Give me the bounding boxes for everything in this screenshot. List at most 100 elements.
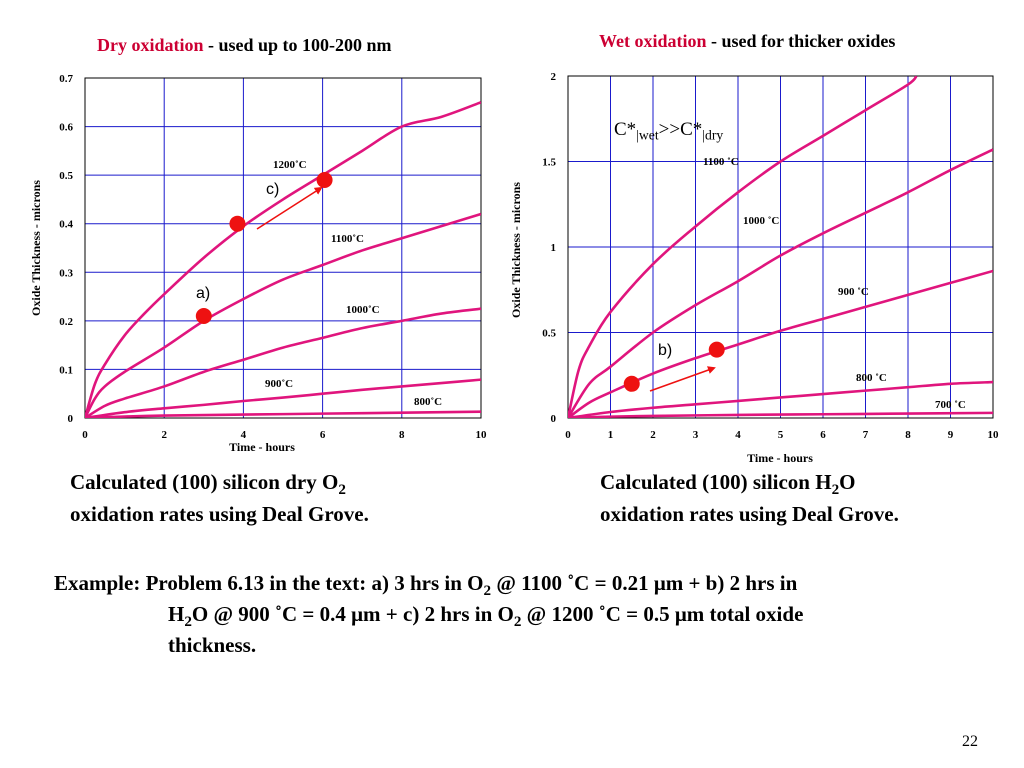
dry-y-tick-label: 0.2 xyxy=(59,316,73,328)
wet-caption-line2: oxidation rates using Deal Grove. xyxy=(600,502,899,526)
wet-y-tick-label: 1.5 xyxy=(542,157,556,169)
wet-marker-label: b) xyxy=(658,342,672,359)
wet-caption-sub: 2 xyxy=(831,481,840,498)
wet-y-axis-label: Oxide Thickness - microns xyxy=(509,182,523,318)
dry-y-tick-label: 0.6 xyxy=(59,122,73,134)
dry-x-tick-label: 4 xyxy=(241,429,247,441)
wet-x-tick-label: 3 xyxy=(693,429,699,441)
wet-title-accent: Wet oxidation xyxy=(599,31,707,51)
dry-marker-label: a) xyxy=(196,285,210,302)
wet-chart-title: Wet oxidation - used for thicker oxides xyxy=(599,31,895,52)
wet-series-line-1 xyxy=(568,148,993,418)
example-p1: Example: Problem 6.13 in the text: a) 3 … xyxy=(54,571,484,595)
wet-x-axis-label: Time - hours xyxy=(747,451,813,465)
wet-y-tick-label: 0 xyxy=(551,413,557,425)
dry-title-rest: - used up to 100-200 nm xyxy=(203,35,392,55)
wet-series-label: 900 ˚C xyxy=(838,286,869,298)
wet-x-tick-label: 4 xyxy=(735,429,741,441)
dry-x-tick-label: 8 xyxy=(399,429,405,441)
dry-marker-point xyxy=(195,308,212,324)
dry-x-tick-label: 2 xyxy=(161,429,167,441)
note-c-star: C* xyxy=(614,119,637,140)
wet-marker-point xyxy=(708,341,725,358)
dry-series-label: 900˚C xyxy=(265,378,293,390)
dry-y-tick-label: 0.3 xyxy=(59,267,73,279)
dry-chart-title: Dry oxidation - used up to 100-200 nm xyxy=(97,35,392,56)
dry-arrow xyxy=(256,186,323,230)
example-s1: 2 xyxy=(483,582,492,599)
wet-y-tick-label: 1 xyxy=(551,242,557,254)
wet-arrow xyxy=(649,366,716,392)
dry-marker-point xyxy=(316,172,333,188)
dry-caption-line2: oxidation rates using Deal Grove. xyxy=(70,502,369,526)
wet-series-label: 800 ˚C xyxy=(856,372,887,384)
wet-series-label: 1100 ˚C xyxy=(703,156,739,168)
dry-y-axis-label: Oxide Thickness - microns xyxy=(29,180,43,316)
page-number: 22 xyxy=(962,733,978,750)
dry-plot-frame xyxy=(84,77,482,419)
wet-series-line-4 xyxy=(568,411,993,418)
dry-caption-line1: Calculated (100) silicon dry O2 xyxy=(70,466,369,498)
wet-caption: Calculated (100) silicon H2O oxidation r… xyxy=(600,466,899,530)
wet-caption-post: O xyxy=(839,470,856,494)
wet-y-tick-label: 0.5 xyxy=(542,328,556,340)
example-line-2: H2O @ 900 ˚C = 0.4 μm + c) 2 hrs in O2 @… xyxy=(54,599,994,630)
note-sub-wet: |wet xyxy=(636,127,659,143)
wet-series-line-3 xyxy=(568,380,993,418)
wet-x-tick-label: 0 xyxy=(565,429,571,441)
example-p5: @ 1200 ˚C = 0.5 μm total oxide xyxy=(521,602,804,626)
wet-caption-pre: Calculated (100) silicon H xyxy=(600,470,832,494)
dry-y-tick-label: 0.5 xyxy=(59,170,73,182)
dry-caption-pre: Calculated (100) silicon dry O xyxy=(70,470,339,494)
wet-series-label: 700 ˚C xyxy=(935,399,966,411)
wet-series-line-0 xyxy=(568,76,918,418)
wet-oxidation-chart: 0 1 2 3 4 5 6 7 8 9 10 0 0.5 1 1.5 2 Time - hours Oxide T… xyxy=(509,71,999,465)
wet-x-tick-label: 5 xyxy=(778,429,784,441)
dry-oxidation-chart: 0 2 4 6 8 10 0 0.1 0.2 0.3 0.4 0.5 0.6 0.7 Time - hour… xyxy=(29,73,487,454)
wet-x-tick-label: 1 xyxy=(608,429,614,441)
wet-series-line-2 xyxy=(568,269,993,418)
example-p2: @ 1100 ˚C = 0.21 μm + b) 2 hrs in xyxy=(491,571,798,595)
wet-y-tick-label: 2 xyxy=(551,71,557,83)
wet-x-tick-label: 9 xyxy=(948,429,954,441)
note-mid: >>C* xyxy=(658,119,703,140)
example-s3: 2 xyxy=(513,613,522,630)
dry-series-label: 1200˚C xyxy=(273,159,307,171)
dry-marker-point xyxy=(229,215,246,232)
wet-series-label: 1000 ˚C xyxy=(743,215,779,227)
dry-series-label: 800˚C xyxy=(414,396,442,408)
dry-marker-label: c) xyxy=(266,181,279,198)
dry-y-tick-label: 0.1 xyxy=(59,364,73,376)
dry-series-line-2 xyxy=(85,307,481,418)
dry-caption-sub: 2 xyxy=(338,481,346,498)
note-sub-dry: |dry xyxy=(702,127,724,143)
wet-x-tick-label: 8 xyxy=(905,429,911,441)
dry-series-label: 1100˚C xyxy=(331,233,364,245)
wet-x-tick-label: 2 xyxy=(650,429,656,441)
wet-x-tick-label: 6 xyxy=(820,429,826,441)
dry-x-tick-label: 0 xyxy=(82,429,88,441)
example-problem: Example: Problem 6.13 in the text: a) 3 … xyxy=(54,568,994,661)
dry-y-tick-label: 0.4 xyxy=(59,219,73,231)
example-line-1: Example: Problem 6.13 in the text: a) 3 … xyxy=(54,568,994,599)
dry-series-line-4 xyxy=(85,410,481,418)
dry-caption: Calculated (100) silicon dry O2 oxidatio… xyxy=(70,466,369,530)
dry-x-tick-label: 6 xyxy=(320,429,326,441)
wet-ratio-note: C*|wet>>C*|dry xyxy=(614,119,724,143)
wet-x-tick-label: 7 xyxy=(863,429,869,441)
dry-series-label: 1000˚C xyxy=(346,304,380,316)
dry-title-accent: Dry oxidation xyxy=(97,35,204,55)
wet-caption-line1: Calculated (100) silicon H2O xyxy=(600,466,899,498)
dry-y-tick-label: 0.7 xyxy=(59,73,73,85)
wet-plot-frame xyxy=(567,75,994,419)
example-p4: O @ 900 ˚C = 0.4 μm + c) 2 hrs in O xyxy=(191,602,514,626)
dry-x-tick-label: 10 xyxy=(476,429,488,441)
example-p3: H xyxy=(168,602,185,626)
example-s2: 2 xyxy=(184,613,192,630)
dry-series-line-0 xyxy=(85,101,481,418)
wet-marker-point xyxy=(623,375,640,392)
dry-series-line-3 xyxy=(85,378,481,418)
example-line-3: thickness. xyxy=(168,633,257,657)
dry-series-line-1 xyxy=(85,212,481,418)
